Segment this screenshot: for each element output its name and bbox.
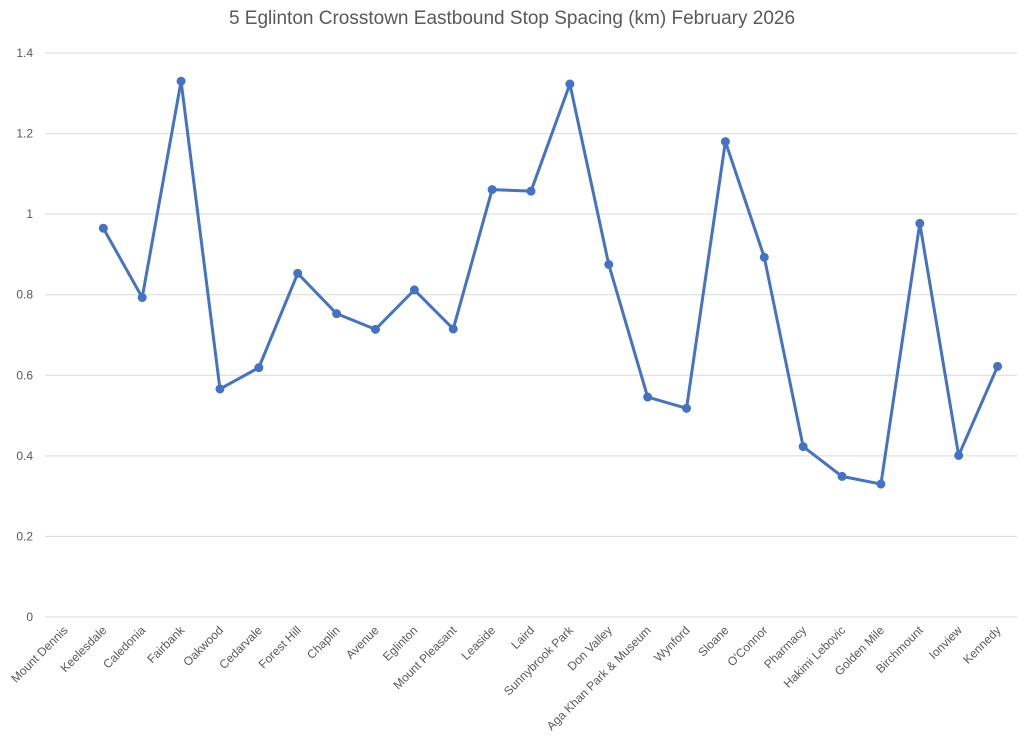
- y-tick-label: 0.4: [16, 449, 33, 463]
- x-tick-label: Laird: [508, 623, 537, 652]
- x-tick-label: Mount Dennis: [8, 623, 70, 685]
- data-point: [720, 137, 730, 147]
- y-tick-label: 1.2: [16, 127, 33, 141]
- data-point: [98, 223, 108, 233]
- x-tick-label: Wynford: [651, 623, 692, 664]
- data-point: [993, 361, 1003, 371]
- y-tick-label: 0.2: [16, 529, 33, 543]
- data-point: [176, 76, 186, 86]
- data-point: [370, 324, 380, 334]
- y-tick-label: 1: [26, 207, 33, 221]
- data-point: [332, 309, 342, 319]
- data-point: [837, 471, 847, 481]
- data-point: [254, 363, 264, 373]
- data-point: [876, 479, 886, 489]
- data-point: [137, 293, 147, 303]
- x-tick-label: Sunnybrook Park: [501, 623, 577, 699]
- x-tick-label: Ionview: [926, 623, 965, 662]
- x-tick-label: Forest Hill: [256, 623, 304, 671]
- data-point: [293, 268, 303, 278]
- x-axis-tick-labels: Mount DennisKeelesdaleCaledoniaFairbankO…: [8, 623, 1003, 734]
- y-tick-label: 0.8: [16, 288, 33, 302]
- series-line: [101, 79, 1000, 486]
- x-tick-label: Chaplin: [304, 623, 343, 662]
- series-points: [98, 76, 1003, 489]
- data-point: [643, 392, 653, 402]
- x-tick-label: Avenue: [343, 623, 382, 662]
- x-tick-label: Leaside: [459, 623, 499, 663]
- data-point: [954, 450, 964, 460]
- data-point: [526, 186, 536, 196]
- data-point: [565, 79, 575, 89]
- data-point: [448, 324, 458, 334]
- series-line-group: [101, 79, 1000, 486]
- data-point: [915, 218, 925, 228]
- grid-lines: [45, 52, 1017, 618]
- data-point: [798, 442, 808, 452]
- data-point: [604, 260, 614, 269]
- data-point: [759, 252, 769, 262]
- chart-title: 5 Eglinton Crosstown Eastbound Stop Spac…: [228, 8, 796, 29]
- data-point: [409, 285, 419, 295]
- y-axis-tick-labels: 0 0.2 0.4 0.6 0.8 1 1.2 1.4: [16, 46, 33, 624]
- y-tick-label: 1.4: [16, 46, 33, 60]
- x-tick-label: Kennedy: [960, 623, 1003, 666]
- y-tick-label: 0: [26, 610, 33, 624]
- y-tick-label: 0.6: [16, 368, 33, 382]
- data-point: [682, 403, 692, 413]
- data-point: [487, 185, 497, 195]
- x-tick-label: Caledonia: [100, 623, 148, 671]
- data-point: [215, 384, 225, 394]
- x-tick-label: Sloane: [695, 623, 732, 660]
